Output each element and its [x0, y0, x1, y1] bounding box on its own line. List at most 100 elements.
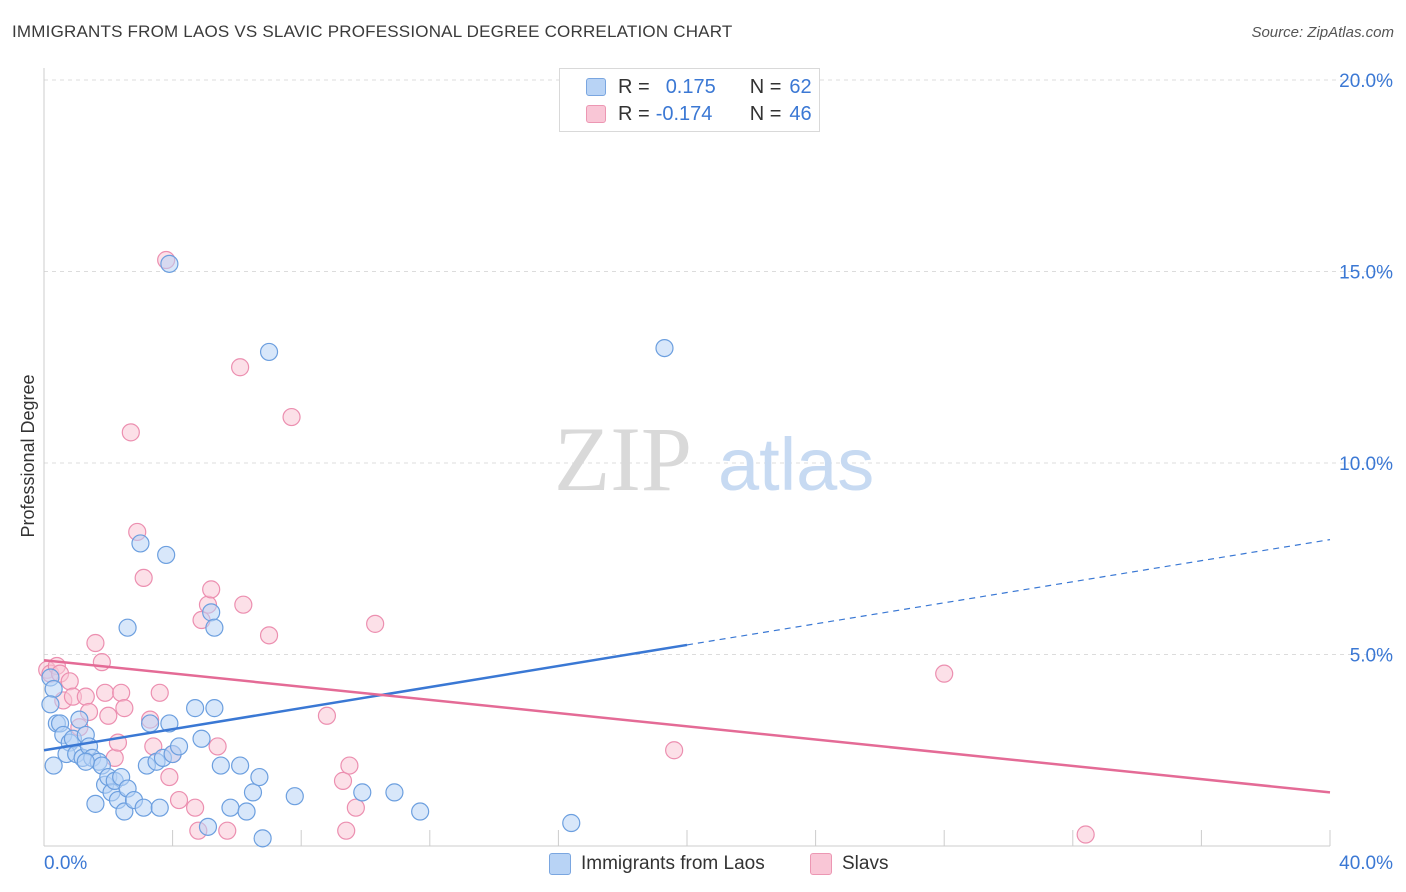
data-point-laos	[76, 752, 95, 771]
data-point-laos	[259, 342, 279, 362]
legend-r-value: 0.175	[665, 75, 716, 98]
data-point-slavs	[935, 664, 954, 683]
data-point-slavs	[121, 423, 140, 442]
data-point-slavs	[218, 821, 237, 840]
legend-n-value: 62	[789, 75, 812, 98]
data-point-slavs	[115, 699, 134, 718]
legend-swatch-slavs	[586, 105, 606, 123]
data-point-laos	[131, 534, 150, 553]
data-point-laos	[211, 756, 230, 775]
data-point-laos	[44, 679, 63, 699]
series-laos-points	[41, 254, 674, 848]
data-point-laos	[562, 813, 581, 833]
data-point-slavs	[282, 407, 301, 427]
series-slavs-points	[38, 250, 1095, 844]
data-point-laos	[70, 710, 89, 729]
bottom-legend-swatch-slavs	[810, 853, 832, 875]
data-point-laos	[86, 794, 105, 813]
data-point-slavs	[169, 790, 189, 810]
y-tick-label: 15.0%	[1339, 263, 1393, 284]
legend-n-label: N =	[749, 75, 782, 98]
data-point-laos	[169, 737, 189, 756]
legend-row-laos: R = 0.175 N = 62	[586, 75, 812, 99]
legend-n-value: 46	[789, 102, 812, 125]
data-point-laos	[655, 339, 674, 358]
y-tick-label: 10.0%	[1339, 454, 1393, 475]
data-point-laos	[231, 756, 250, 775]
data-point-laos	[160, 254, 179, 273]
legend-n-label: N =	[749, 102, 782, 125]
trend-line-laos-projection	[686, 539, 1331, 646]
trend-line-slavs	[43, 659, 1331, 794]
bottom-legend-label-slavs: Slavs	[842, 853, 889, 874]
x-tick-label-max: 40.0%	[1339, 853, 1393, 874]
data-point-laos	[221, 798, 240, 817]
data-point-laos	[253, 829, 272, 848]
source-label: Source: ZipAtlas.com	[1251, 24, 1394, 41]
data-point-slavs	[92, 653, 111, 672]
data-point-slavs	[333, 771, 353, 790]
data-point-slavs	[1076, 825, 1095, 844]
data-point-laos	[250, 767, 269, 787]
data-point-slavs	[160, 767, 179, 787]
data-point-laos	[150, 798, 169, 817]
data-point-slavs	[186, 798, 205, 817]
trend-line-laos	[43, 643, 688, 752]
x-tick-label-min: 0.0%	[44, 853, 87, 874]
legend-r-value: -0.174	[655, 102, 713, 125]
data-point-laos	[243, 783, 263, 802]
data-point-laos	[205, 699, 224, 718]
data-point-slavs	[259, 626, 279, 645]
data-point-slavs	[208, 737, 227, 756]
data-point-slavs	[134, 568, 153, 588]
data-point-laos	[285, 787, 304, 806]
data-point-slavs	[234, 595, 253, 614]
legend-r-label: R =	[618, 102, 650, 125]
data-point-slavs	[99, 706, 118, 725]
data-point-slavs	[665, 741, 684, 760]
data-point-slavs	[317, 706, 337, 725]
data-point-laos	[198, 817, 218, 836]
data-point-laos	[205, 618, 224, 637]
data-point-laos	[118, 618, 137, 637]
data-point-laos	[385, 783, 404, 802]
chart-title: IMMIGRANTS FROM LAOS VS SLAVIC PROFESSIO…	[12, 22, 733, 41]
y-tick-label: 5.0%	[1350, 646, 1393, 667]
data-point-laos	[237, 802, 256, 821]
watermark-atlas: atlas	[718, 423, 874, 506]
data-point-laos	[157, 545, 176, 565]
data-point-slavs	[86, 633, 105, 653]
correlation-legend: R = 0.175 N = 62 R = -0.174 N = 46	[559, 68, 820, 132]
data-point-laos	[186, 699, 205, 718]
data-point-slavs	[366, 614, 385, 633]
y-tick-label: 20.0%	[1339, 71, 1393, 92]
data-point-laos	[353, 783, 372, 802]
bottom-legend-laos: Immigrants from Laos	[549, 852, 765, 876]
data-point-slavs	[337, 821, 356, 840]
data-point-slavs	[202, 580, 221, 599]
data-point-laos	[44, 756, 63, 775]
data-point-slavs	[231, 358, 250, 377]
data-point-laos	[411, 802, 430, 821]
data-point-slavs	[340, 756, 359, 775]
data-point-slavs	[95, 683, 115, 702]
y-axis-label: Professional Degree	[18, 374, 38, 537]
data-point-laos	[202, 603, 221, 622]
data-point-laos	[160, 714, 179, 733]
data-point-laos	[134, 798, 153, 817]
data-point-slavs	[346, 798, 365, 817]
legend-swatch-laos	[586, 78, 606, 96]
bottom-legend-slavs: Slavs	[810, 852, 888, 876]
data-point-slavs	[150, 683, 169, 702]
watermark-zip: ZIP	[554, 408, 692, 510]
data-point-slavs	[76, 687, 95, 706]
legend-r-label: R =	[618, 75, 650, 98]
legend-row-slavs: R = -0.174 N = 46	[586, 102, 812, 126]
data-point-slavs	[112, 683, 131, 702]
trend-lines	[43, 539, 1331, 794]
bottom-legend-swatch-laos	[549, 853, 571, 875]
bottom-legend-label-laos: Immigrants from Laos	[581, 853, 765, 874]
tick-labels: 5.0% 10.0% 15.0% 20.0% 0.0% 40.0%	[44, 71, 1393, 874]
data-point-laos	[140, 714, 160, 733]
